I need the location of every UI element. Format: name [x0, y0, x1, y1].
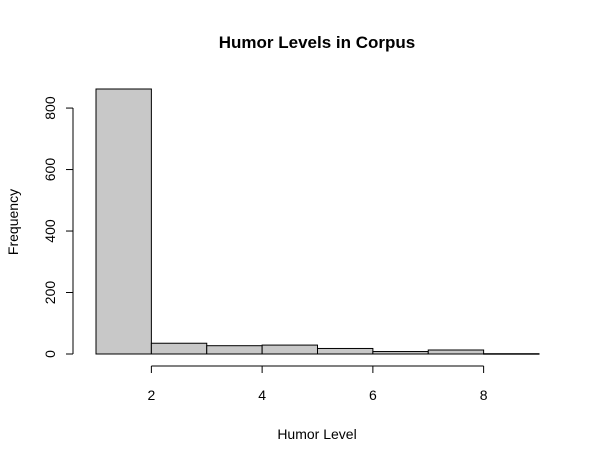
- x-axis: 2 4 6 8: [147, 365, 488, 403]
- x-tick-label: 6: [369, 387, 377, 403]
- chart-title: Humor Levels in Corpus: [219, 33, 415, 52]
- y-axis: 0 200 400 600 800: [42, 96, 74, 358]
- x-tick-label: 2: [147, 387, 155, 403]
- bars-group: [95, 88, 540, 355]
- histogram-bar-2: [150, 342, 208, 355]
- histogram-bar-7: [427, 349, 485, 355]
- y-tick-label: 800: [42, 96, 58, 120]
- histogram-bar-1: [95, 88, 152, 355]
- histogram-bar-8: [483, 353, 540, 355]
- y-tick-label: 200: [42, 281, 58, 305]
- x-tick-label: 4: [258, 387, 266, 403]
- histogram-bar-3: [206, 345, 263, 355]
- y-tick-label: 600: [42, 158, 58, 182]
- y-tick-label: 0: [42, 350, 58, 358]
- histogram-bar-6: [372, 351, 429, 355]
- x-tick-label: 8: [480, 387, 488, 403]
- y-axis-label: Frequency: [5, 189, 21, 255]
- histogram-bar-5: [317, 347, 374, 355]
- histogram-bar-4: [261, 344, 318, 355]
- y-tick-label: 400: [42, 219, 58, 243]
- x-axis-label: Humor Level: [277, 426, 356, 442]
